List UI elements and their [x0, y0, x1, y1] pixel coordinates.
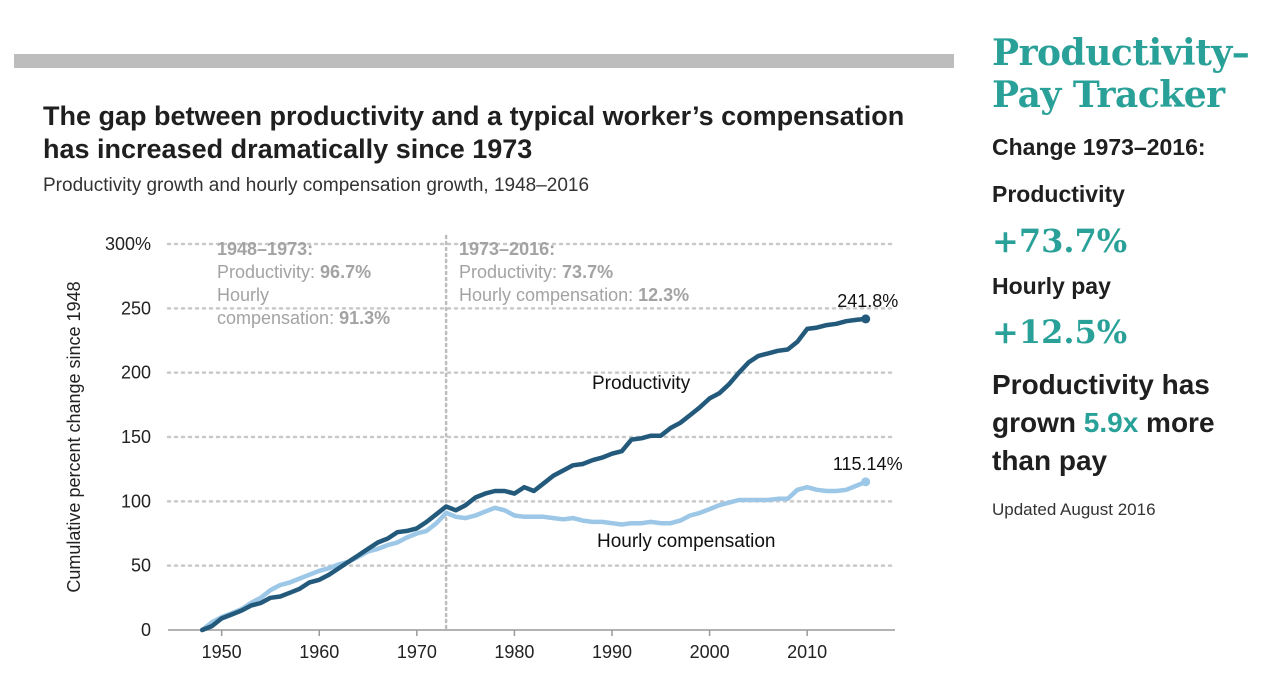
- y-tick-label: 100: [121, 491, 151, 511]
- conclusion-multiplier: 5.9x: [1083, 407, 1139, 438]
- y-tick-label: 150: [121, 427, 151, 447]
- productivity-change-value: +73.7%: [992, 222, 1128, 260]
- hourly-pay-label: Hourly pay: [992, 273, 1111, 299]
- conclusion-text-start: Productivity has grown: [992, 369, 1210, 438]
- y-tick-label: 0: [141, 620, 151, 640]
- change-period-label: Change 1973–2016:: [992, 134, 1206, 160]
- compensation-series-label: Hourly compensation: [597, 531, 775, 552]
- productivity-series-label: Productivity: [592, 373, 691, 394]
- annotation-1948-1973-hourly: Hourly: [217, 285, 269, 305]
- compensation-series-line: [199, 479, 868, 633]
- chart-title: The gap between productivity and a typic…: [43, 101, 905, 164]
- x-tick-label: 1960: [299, 642, 339, 662]
- annotation-1973-2016-heading: 1973–2016:: [459, 239, 555, 259]
- line-chart: 0 50 100 150 200 250 300% 1950 1960 1970 1980 1990 2…: [64, 234, 903, 662]
- productivity-end-label: 241.8%: [837, 291, 898, 311]
- tracker-heading-line1: Productivity–: [992, 32, 1250, 74]
- tracker-heading: Productivity– Pay Tracker: [992, 32, 1250, 116]
- annotation-1948-1973-compensation: compensation: 91.3%: [217, 308, 390, 328]
- conclusion-text-end: more than pay: [992, 407, 1215, 476]
- chart-subtitle: Productivity growth and hourly compensat…: [43, 175, 590, 196]
- compensation-end-point: [861, 477, 871, 487]
- x-tick-label: 1950: [202, 642, 242, 662]
- top-divider-bar: [14, 54, 954, 68]
- x-tick-label: 2000: [690, 642, 730, 662]
- productivity-end-point: [861, 314, 871, 324]
- conclusion-statement: Productivity has grown 5.9x more than pa…: [992, 366, 1277, 480]
- x-tick-label: 2010: [787, 642, 827, 662]
- annotation-1973-2016-productivity: Productivity: 73.7%: [459, 262, 613, 282]
- x-tick-label: 1970: [397, 642, 437, 662]
- productivity-label: Productivity: [992, 181, 1125, 207]
- annotation-1948-1973-heading: 1948–1973:: [217, 239, 313, 259]
- y-tick-label: 250: [121, 298, 151, 318]
- tracker-heading-line2: Pay Tracker: [992, 74, 1225, 116]
- hourly-pay-change-value: +12.5%: [992, 313, 1128, 351]
- y-tick-label: 50: [131, 556, 151, 576]
- compensation-end-label: 115.14%: [833, 454, 903, 474]
- annotation-1973-2016-compensation: Hourly compensation: 12.3%: [459, 285, 689, 305]
- x-tick-label: 1980: [494, 642, 534, 662]
- y-tick-label: 300%: [105, 234, 151, 254]
- updated-date: Updated August 2016: [992, 500, 1156, 519]
- y-axis-label: Cumulative percent change since 1948: [64, 281, 84, 592]
- annotation-1948-1973-productivity: Productivity: 96.7%: [217, 262, 371, 282]
- productivity-series-line: [199, 316, 868, 633]
- x-tick-label: 1990: [592, 642, 632, 662]
- y-tick-label: 200: [121, 363, 151, 383]
